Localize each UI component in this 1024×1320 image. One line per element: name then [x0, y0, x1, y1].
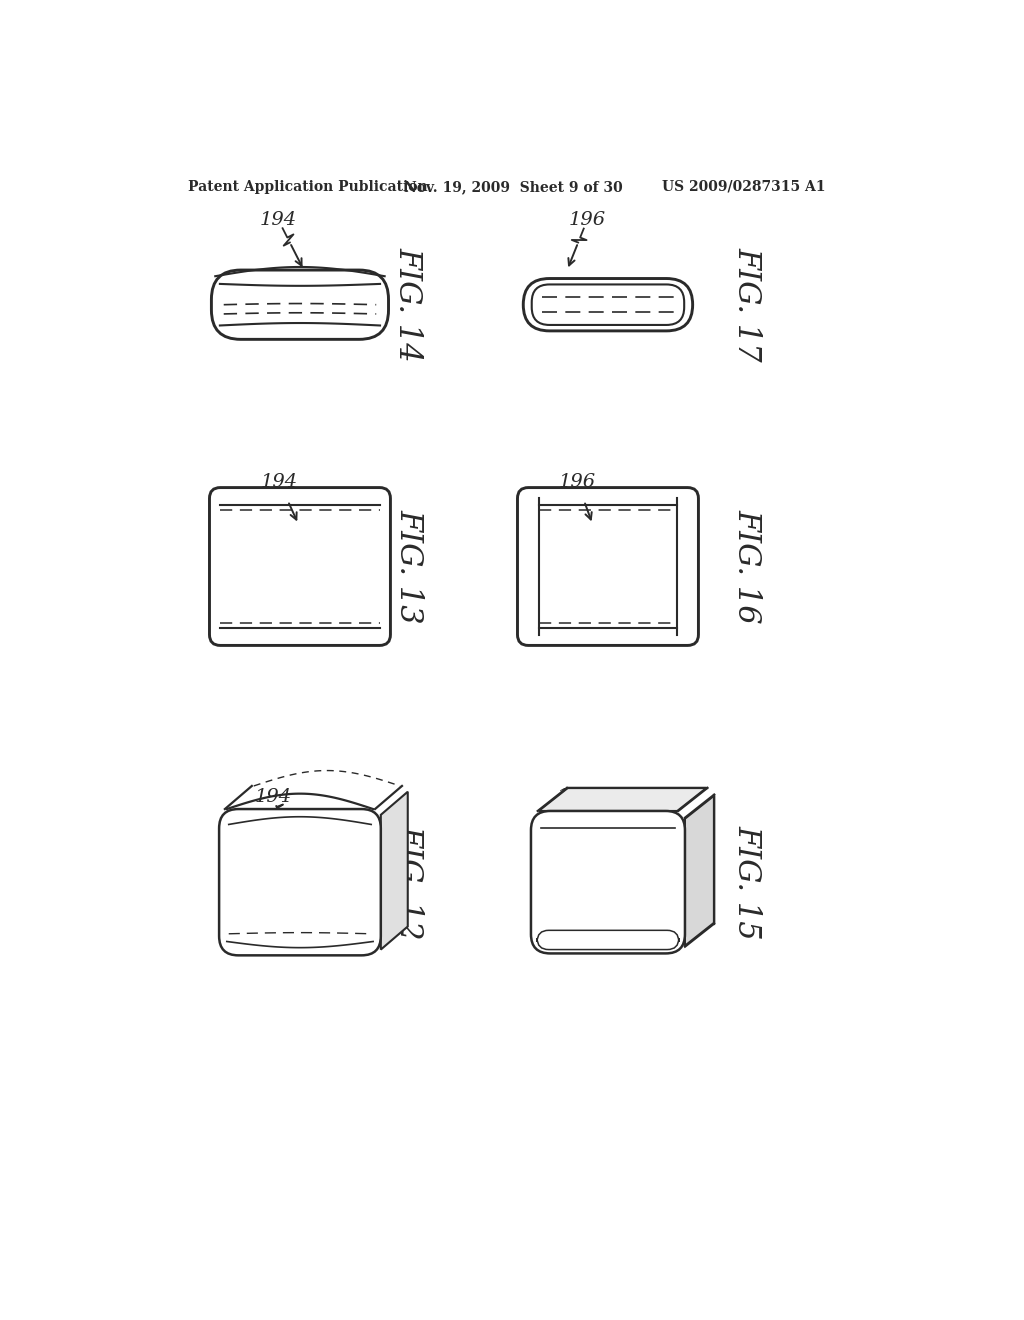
Text: FIG. 15: FIG. 15 [731, 825, 762, 940]
Text: FIG. 14: FIG. 14 [392, 247, 423, 362]
Polygon shape [685, 796, 714, 945]
Text: FIG. 17: FIG. 17 [731, 247, 762, 362]
Text: FIG. 16: FIG. 16 [731, 510, 762, 624]
Polygon shape [539, 788, 707, 810]
Text: 194: 194 [260, 211, 297, 228]
FancyBboxPatch shape [211, 271, 388, 339]
Text: FIG. 12: FIG. 12 [394, 825, 425, 940]
FancyBboxPatch shape [531, 284, 684, 325]
Text: 196: 196 [557, 788, 594, 807]
Text: Nov. 19, 2009  Sheet 9 of 30: Nov. 19, 2009 Sheet 9 of 30 [403, 180, 623, 194]
FancyBboxPatch shape [517, 487, 698, 645]
Text: Patent Application Publication: Patent Application Publication [188, 180, 428, 194]
FancyBboxPatch shape [538, 931, 679, 949]
FancyBboxPatch shape [210, 487, 390, 645]
Text: 194: 194 [254, 788, 292, 807]
Polygon shape [381, 792, 408, 949]
FancyBboxPatch shape [523, 279, 692, 331]
Text: FIG. 13: FIG. 13 [394, 510, 425, 624]
Text: US 2009/0287315 A1: US 2009/0287315 A1 [662, 180, 825, 194]
FancyBboxPatch shape [531, 810, 685, 953]
FancyBboxPatch shape [219, 809, 381, 956]
Text: 194: 194 [260, 473, 298, 491]
Text: 196: 196 [559, 473, 596, 491]
Text: 196: 196 [568, 211, 606, 228]
